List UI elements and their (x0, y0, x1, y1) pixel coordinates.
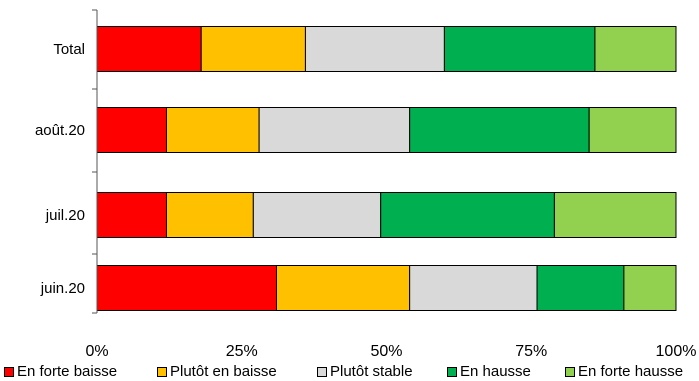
legend-label: En forte hausse (578, 363, 684, 380)
bar-segment (258, 107, 411, 153)
bar-segment (96, 192, 167, 238)
bar-segment (96, 107, 167, 153)
legend-item: Plutôt en baisse (157, 363, 277, 380)
legend-item: En hausse (447, 363, 531, 380)
x-tick-label: 75% (515, 343, 547, 360)
legend-swatch (157, 366, 167, 377)
bar-segment (409, 107, 590, 153)
legend-item: Plutôt stable (317, 363, 413, 380)
bars-group (96, 26, 677, 311)
bar-segment (623, 265, 677, 311)
y-axis-ticks (92, 9, 97, 314)
legend-label: En hausse (460, 363, 531, 380)
bar-segment (275, 265, 411, 311)
x-tick-label: 100% (656, 343, 697, 360)
category-label: août.20 (35, 122, 85, 139)
legend-label: Plutôt stable (330, 363, 413, 380)
x-tick-label: 50% (370, 343, 402, 360)
x-tick-label: 0% (85, 343, 108, 360)
bar-segment (96, 26, 202, 72)
legend-item: En forte hausse (565, 363, 683, 380)
bar-segment (96, 265, 277, 311)
legend-label: En forte baisse (17, 363, 118, 380)
bar-segment (443, 26, 596, 72)
category-label: juin.20 (40, 280, 85, 297)
bar-segment (380, 192, 555, 238)
category-label: Total (53, 41, 85, 58)
stacked-bar-chart: 0% 25% 50% 75% 100% Total août.20 juil.20 juin.… (35, 9, 696, 360)
bar-segment (594, 26, 677, 72)
legend-swatch (565, 366, 575, 377)
category-label: juil.20 (45, 207, 85, 224)
category-labels: Total août.20 juil.20 juin.20 (35, 41, 85, 297)
x-tick-label: 25% (226, 343, 258, 360)
bar-segment (200, 26, 306, 72)
legend: En forte baisse Plutôt en baisse Plutôt st… (0, 363, 699, 381)
bar-segment (588, 107, 677, 153)
bar-segment (409, 265, 538, 311)
bar-segment (536, 265, 625, 311)
bar-segment (165, 107, 260, 153)
legend-label: Plutôt en baisse (170, 363, 277, 380)
legend-swatch (317, 366, 327, 377)
legend-item: En forte baisse (4, 363, 117, 380)
bar-segment (553, 192, 677, 238)
bar-segment (304, 26, 445, 72)
bar-segment (165, 192, 254, 238)
bar-segment (252, 192, 382, 238)
legend-swatch (447, 366, 457, 377)
x-axis: 0% 25% 50% 75% 100% (85, 343, 696, 360)
legend-swatch (4, 366, 14, 377)
